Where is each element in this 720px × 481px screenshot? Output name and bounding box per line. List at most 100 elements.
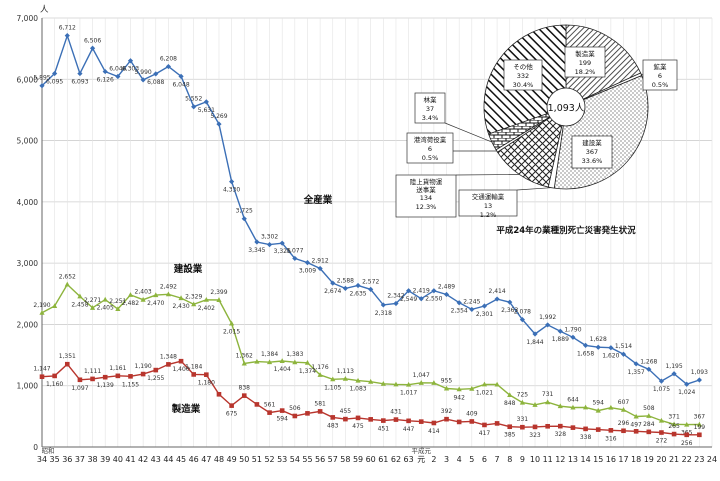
data-point <box>115 73 121 80</box>
pie-slice-pct: 33.6% <box>582 157 603 165</box>
pie-slice-name: 製造業 <box>575 49 595 58</box>
pie-slice-name: 陸上貨物運送事業 <box>410 177 443 194</box>
x-tick-label: 24 <box>707 455 717 464</box>
data-point <box>481 303 488 309</box>
data-label: 2,190 <box>33 302 50 309</box>
data-point <box>178 358 184 364</box>
data-label: 409 <box>466 410 478 417</box>
x-tick-label: 48 <box>214 455 224 464</box>
pie-slice-count: 199 <box>579 59 591 67</box>
data-point <box>102 68 108 75</box>
pie-slice <box>496 106 567 188</box>
pie-label-box <box>642 59 678 91</box>
data-label: 2,588 <box>337 277 354 284</box>
data-label: 1,160 <box>46 381 63 388</box>
series-annotation: 製造業 <box>171 403 201 415</box>
data-label: 6,208 <box>160 56 177 63</box>
data-point <box>254 358 260 364</box>
data-point <box>317 265 323 272</box>
data-point <box>595 427 601 432</box>
data-point <box>102 296 108 302</box>
x-tick-label: 44 <box>163 455 173 464</box>
y-unit-label: 人 <box>40 5 49 15</box>
data-label: 1,790 <box>564 326 581 333</box>
data-label: 497 <box>630 422 642 429</box>
x-tick-label: 37 <box>75 455 85 464</box>
data-point <box>658 378 665 384</box>
data-label: 1,093 <box>691 369 708 376</box>
x-tick-label: 21 <box>669 455 679 464</box>
data-label: 1,161 <box>109 365 126 372</box>
data-point <box>64 281 70 287</box>
data-point <box>481 381 488 387</box>
data-label: 265 <box>668 423 680 430</box>
data-point <box>570 334 576 340</box>
data-label: 447 <box>403 426 415 433</box>
pie-leader-line <box>444 122 493 143</box>
data-point <box>696 421 702 427</box>
data-point <box>595 344 601 350</box>
y-tick-label: 3,000 <box>17 259 39 268</box>
data-label: 1,097 <box>71 385 88 392</box>
data-label: 385 <box>504 432 516 439</box>
data-point <box>241 216 247 222</box>
data-point <box>115 373 121 379</box>
data-point <box>582 404 589 410</box>
data-point <box>317 372 323 377</box>
data-label: 1,017 <box>400 390 417 397</box>
data-label: 451 <box>378 426 390 433</box>
data-point <box>620 406 627 412</box>
data-label: 3,725 <box>236 208 253 215</box>
y-tick-label: 6,000 <box>17 75 39 84</box>
pie-slice-count: 6 <box>428 145 432 153</box>
data-label: 2,271 <box>84 297 101 304</box>
data-label: 2,674 <box>324 288 341 295</box>
data-point <box>292 255 298 262</box>
data-point <box>582 342 589 348</box>
data-point <box>671 431 677 437</box>
data-label: 1,155 <box>122 381 139 388</box>
data-label: 2,492 <box>160 283 177 290</box>
data-label: 675 <box>226 411 238 418</box>
data-point <box>532 331 538 337</box>
data-label: 1,180 <box>198 380 215 387</box>
data-label: 2,329 <box>185 293 202 300</box>
data-point <box>381 418 386 423</box>
data-point <box>204 372 209 377</box>
data-point <box>153 367 159 373</box>
x-tick-label: 2 <box>431 455 436 464</box>
y-tick-label: 1,000 <box>17 382 39 391</box>
data-point <box>557 328 563 334</box>
data-point <box>89 45 96 51</box>
data-label: 431 <box>390 409 402 416</box>
data-label: 581 <box>314 400 326 407</box>
data-point <box>368 378 374 384</box>
x-tick-label: 13 <box>568 455 578 464</box>
data-label: 3,077 <box>286 247 303 254</box>
y-tick-label: 7,000 <box>17 14 39 23</box>
data-label: 2,078 <box>514 309 531 316</box>
data-label: 1,147 <box>33 366 50 373</box>
data-point <box>520 424 525 430</box>
x-tick-label: 56 <box>315 455 325 464</box>
x-era-label: 平成元 <box>411 446 431 455</box>
data-point <box>102 374 108 380</box>
data-point <box>456 300 462 306</box>
data-point <box>229 403 234 408</box>
data-point <box>355 377 361 383</box>
x-tick-label: 16 <box>606 455 616 464</box>
data-label: 838 <box>239 385 251 392</box>
data-point <box>443 291 450 298</box>
data-point <box>418 380 424 385</box>
data-point <box>241 393 247 398</box>
data-label: 594 <box>592 400 604 407</box>
data-label: 2,635 <box>349 291 366 298</box>
data-label: 284 <box>643 421 655 428</box>
data-label: 483 <box>327 422 339 429</box>
data-label: 2,482 <box>122 300 139 307</box>
x-tick-label: 36 <box>62 455 72 464</box>
data-point <box>608 428 614 433</box>
data-label: 644 <box>567 397 579 404</box>
